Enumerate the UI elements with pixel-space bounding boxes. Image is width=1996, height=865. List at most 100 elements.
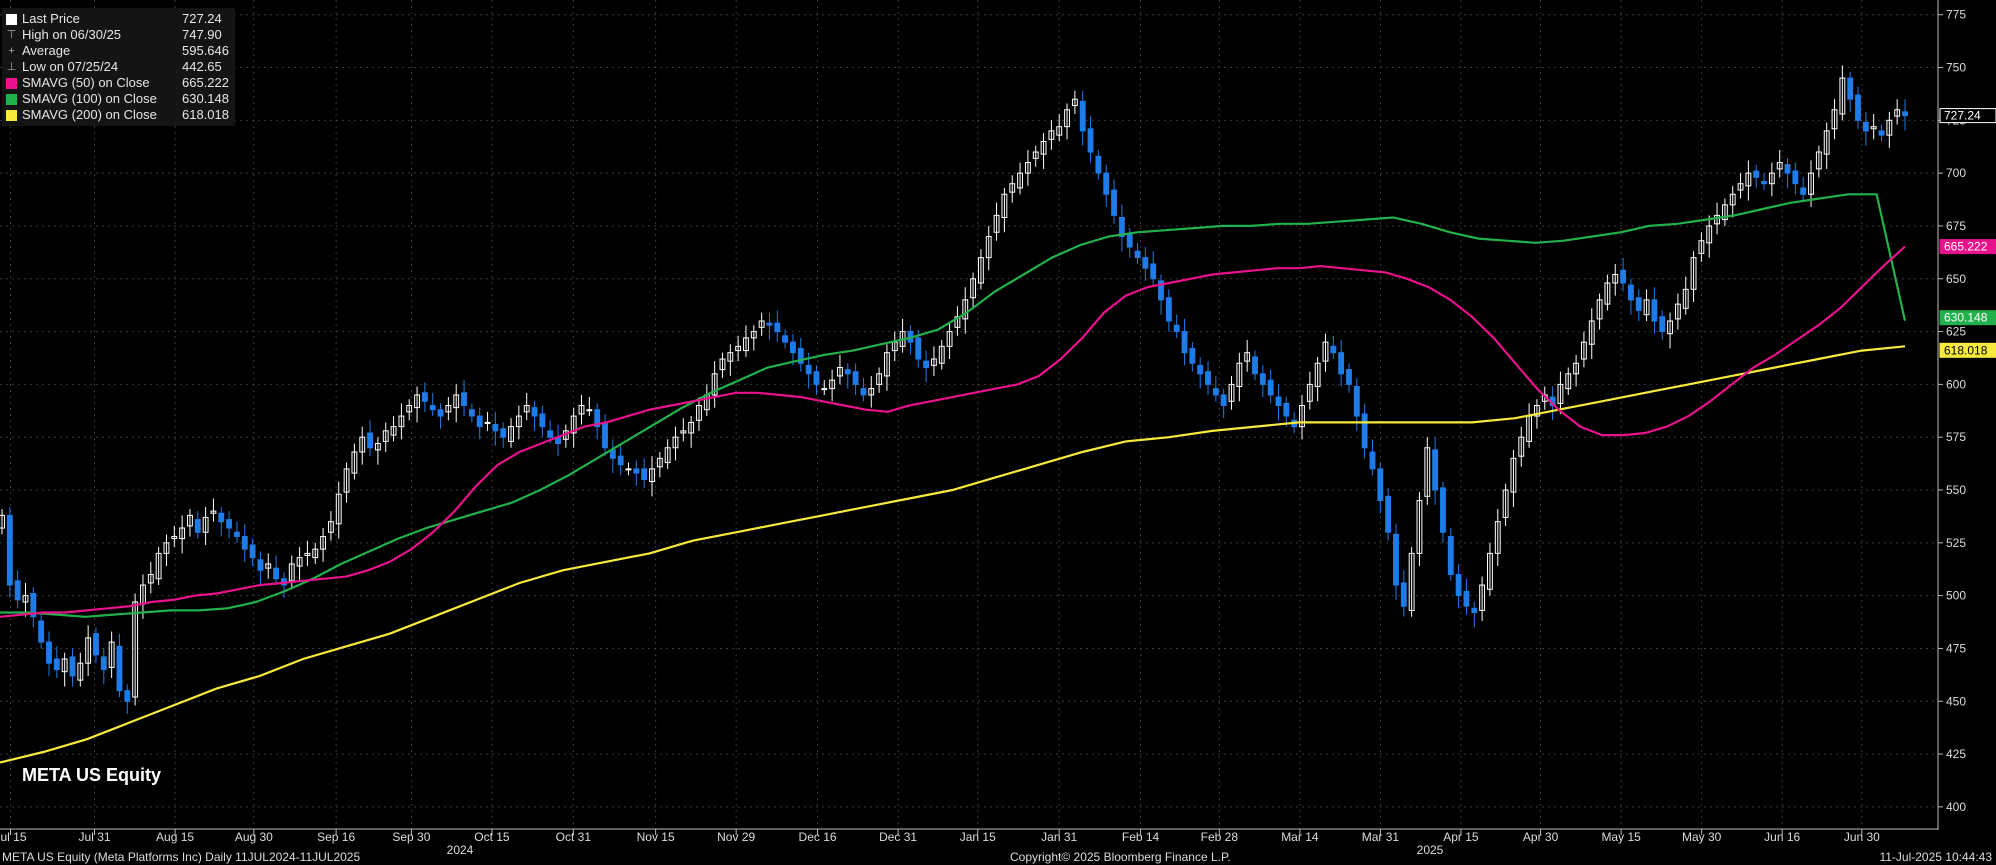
candle-body bbox=[1894, 109, 1901, 117]
candle-body bbox=[1580, 341, 1587, 360]
candle-body bbox=[69, 656, 76, 677]
candle-body bbox=[390, 426, 397, 436]
candle-body bbox=[1729, 193, 1736, 206]
candle-body bbox=[884, 352, 890, 377]
candle-body bbox=[1306, 383, 1313, 402]
candle-body bbox=[970, 278, 977, 299]
y-tick-label: 475 bbox=[1946, 641, 1966, 655]
candle-body bbox=[367, 432, 373, 449]
candle-body bbox=[1056, 126, 1063, 136]
x-tick-label: Jun 30 bbox=[1844, 830, 1880, 844]
price-tag-label: 630.148 bbox=[1944, 311, 1988, 325]
square-icon bbox=[6, 109, 17, 121]
price-tag bbox=[1939, 108, 1996, 124]
x-tick-label: Nov 15 bbox=[637, 830, 675, 844]
candle-body bbox=[1862, 121, 1869, 132]
candle-body bbox=[1604, 282, 1611, 305]
candle-body bbox=[414, 394, 420, 409]
candle-body bbox=[1040, 140, 1047, 155]
legend-last-price[interactable]: Last Price 727.24 bbox=[6, 11, 229, 27]
y-tick-label: 400 bbox=[1946, 800, 1966, 814]
candle-body bbox=[1400, 582, 1407, 607]
candle-body bbox=[85, 637, 92, 664]
candle-body bbox=[484, 421, 491, 424]
candle-body bbox=[1267, 379, 1274, 396]
x-tick-label: Feb 28 bbox=[1201, 830, 1239, 844]
candle-body bbox=[1322, 341, 1329, 362]
candle-body bbox=[1126, 233, 1133, 248]
candle-body bbox=[218, 512, 225, 523]
candle-body bbox=[304, 552, 311, 556]
x-tick-label: Nov 29 bbox=[717, 830, 755, 844]
candle-body bbox=[1158, 280, 1164, 301]
candle-body bbox=[171, 535, 178, 540]
candle-body bbox=[124, 690, 131, 702]
candle-body bbox=[774, 322, 781, 333]
candle-body bbox=[1823, 130, 1830, 155]
candle-body bbox=[570, 415, 577, 434]
candle-body bbox=[1275, 396, 1282, 407]
candle-body bbox=[782, 335, 789, 343]
candle-body bbox=[46, 641, 52, 664]
candle-body bbox=[1651, 299, 1658, 322]
y-tick-label: 775 bbox=[1946, 8, 1966, 22]
candle-body bbox=[1118, 216, 1125, 238]
y-tick-label: 650 bbox=[1946, 272, 1966, 286]
candle-body bbox=[1902, 111, 1908, 117]
x-tick-label: Dec 31 bbox=[879, 830, 917, 844]
candle-body bbox=[1393, 533, 1399, 586]
y-tick-label: 625 bbox=[1946, 325, 1966, 339]
candle-body bbox=[977, 257, 984, 284]
candle-body bbox=[1212, 388, 1219, 396]
candle-body bbox=[343, 468, 350, 493]
candle-body bbox=[461, 392, 467, 407]
candle-body bbox=[625, 468, 632, 471]
candle-body bbox=[155, 552, 162, 580]
candle-body bbox=[202, 516, 209, 533]
candle-body bbox=[1674, 303, 1681, 320]
candle-body bbox=[1463, 590, 1470, 607]
candle-body bbox=[790, 341, 796, 354]
candle-body bbox=[1471, 607, 1478, 614]
legend-sma50[interactable]: SMAVG (50) on Close 665.222 bbox=[6, 75, 229, 91]
candle-body bbox=[1142, 257, 1149, 269]
legend-sma200[interactable]: SMAVG (200) on Close 618.018 bbox=[6, 107, 229, 123]
candle-body bbox=[617, 455, 624, 466]
candle-body bbox=[1150, 263, 1157, 280]
candle-body bbox=[288, 563, 295, 582]
candle-body bbox=[77, 662, 84, 681]
candle-body bbox=[821, 388, 828, 391]
candle-body bbox=[1690, 257, 1697, 290]
candle-body bbox=[257, 559, 264, 571]
candle-body bbox=[1440, 487, 1446, 533]
candle-body bbox=[1487, 552, 1493, 590]
candle-body bbox=[680, 430, 687, 434]
candle-body bbox=[727, 352, 734, 362]
candle-body bbox=[1236, 362, 1243, 387]
candle-body bbox=[1252, 356, 1258, 375]
candle-body bbox=[476, 415, 483, 428]
price-tag bbox=[1939, 342, 1996, 358]
price-tag-label: 618.018 bbox=[1944, 343, 1988, 357]
candle-body bbox=[1455, 574, 1462, 597]
price-tag-label: 665.222 bbox=[1944, 240, 1988, 254]
candle-body bbox=[1447, 535, 1454, 576]
candle-body bbox=[1635, 297, 1642, 311]
candle-body bbox=[688, 421, 695, 434]
candle-body bbox=[1228, 383, 1235, 402]
candle-body bbox=[61, 658, 68, 673]
year-label: 2024 bbox=[447, 843, 474, 857]
candle-body bbox=[296, 557, 303, 567]
candle-body bbox=[335, 493, 342, 525]
candle-body bbox=[6, 514, 13, 586]
candle-body bbox=[1682, 288, 1689, 309]
legend-sma100[interactable]: SMAVG (100) on Close 630.148 bbox=[6, 91, 229, 107]
candle-body bbox=[132, 601, 139, 698]
candle-body bbox=[241, 535, 248, 550]
candle-body bbox=[844, 369, 851, 375]
candle-body bbox=[508, 426, 514, 442]
candle-body bbox=[53, 658, 60, 671]
y-tick-label: 425 bbox=[1946, 747, 1966, 761]
y-tick-label: 575 bbox=[1946, 430, 1966, 444]
